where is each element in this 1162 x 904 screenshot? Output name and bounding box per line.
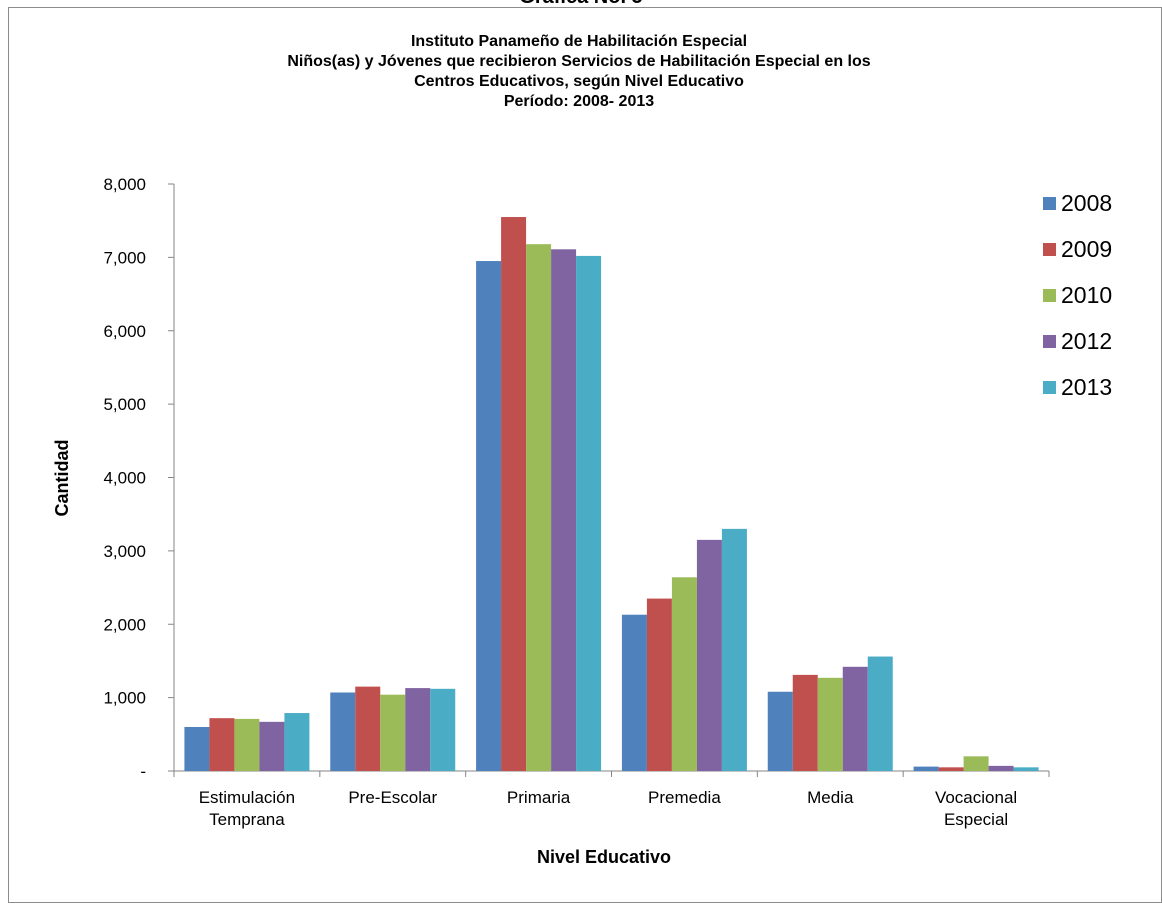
- chart-svg: Instituto Panameño de Habilitación Espec…: [52, 33, 1112, 867]
- bar: [646, 598, 672, 771]
- chart-bars: [184, 217, 1039, 772]
- y-tick-label: 5,000: [103, 395, 146, 414]
- bar: [867, 656, 893, 771]
- bar: [842, 666, 868, 771]
- page-title: Gráfica No. 5: [0, 0, 1162, 9]
- bar: [696, 539, 722, 771]
- legend-swatch: [1043, 381, 1056, 394]
- x-tick-label: Estimulación: [199, 788, 295, 807]
- x-tick-label: Primaria: [507, 788, 571, 807]
- legend-swatch: [1043, 197, 1056, 210]
- bar: [817, 677, 843, 771]
- chart-title-line: Instituto Panameño de Habilitación Espec…: [411, 33, 747, 50]
- bar: [767, 691, 793, 771]
- legend-label: 2009: [1061, 236, 1112, 262]
- legend-swatch: [1043, 289, 1056, 302]
- bar: [938, 767, 964, 771]
- bar: [330, 692, 356, 771]
- legend-swatch: [1043, 335, 1056, 348]
- x-tick-label: Pre-Escolar: [348, 788, 437, 807]
- y-tick-label: 7,000: [103, 248, 146, 267]
- x-tick-label: Temprana: [209, 810, 285, 829]
- bar: [721, 528, 747, 771]
- chart-title-line: Centros Educativos, según Nivel Educativ…: [414, 73, 744, 90]
- legend-label: 2012: [1061, 328, 1112, 354]
- bar: [355, 686, 381, 771]
- bar: [551, 249, 577, 771]
- x-axis-title: Nivel Educativo: [537, 847, 671, 867]
- bar: [209, 718, 235, 771]
- x-tick-label: Especial: [944, 810, 1008, 829]
- bar: [259, 721, 285, 771]
- bar: [501, 217, 527, 772]
- legend-label: 2013: [1061, 374, 1112, 400]
- x-tick-label: Premedia: [648, 788, 721, 807]
- chart-legend: 2008 2009 2010 2012 2013: [1043, 190, 1112, 400]
- bar: [913, 766, 939, 771]
- bar: [963, 756, 989, 771]
- y-tick-label: 1,000: [103, 689, 146, 708]
- y-tick-label: 4,000: [103, 469, 146, 488]
- bar: [476, 261, 502, 771]
- chart-title-line: Período: 2008- 2013: [504, 93, 654, 110]
- bar: [671, 577, 697, 771]
- bar: [621, 614, 647, 771]
- bar: [792, 674, 818, 771]
- y-tick-label: 3,000: [103, 542, 146, 561]
- y-tick-label: 8,000: [103, 175, 146, 194]
- bar: [988, 765, 1014, 771]
- bar: [526, 244, 552, 772]
- y-tick-label: 6,000: [103, 322, 146, 341]
- bar: [234, 718, 260, 771]
- chart-frame: Instituto Panameño de Habilitación Espec…: [8, 7, 1162, 903]
- legend-swatch: [1043, 243, 1056, 256]
- chart-title-line: Niños(as) y Jóvenes que recibieron Servi…: [287, 53, 870, 70]
- y-tick-label: 2,000: [103, 615, 146, 634]
- legend-label: 2008: [1061, 190, 1112, 216]
- bar: [1013, 767, 1039, 771]
- chart-title: Instituto Panameño de Habilitación Espec…: [287, 33, 870, 110]
- y-axis-title: Cantidad: [52, 439, 72, 516]
- bar: [184, 726, 210, 771]
- bar: [284, 713, 310, 771]
- y-tick-label: -: [140, 762, 146, 781]
- bar: [405, 688, 431, 771]
- bar: [430, 688, 456, 771]
- x-tick-label: Vocacional: [935, 788, 1017, 807]
- bar: [576, 255, 602, 772]
- x-tick-label: Media: [807, 788, 854, 807]
- chart-axes: - 1,000 2,000 3,000 4,000 5,000 6,000 7,000 8,00…: [52, 175, 1050, 867]
- legend-label: 2010: [1061, 282, 1112, 308]
- bar: [380, 694, 406, 771]
